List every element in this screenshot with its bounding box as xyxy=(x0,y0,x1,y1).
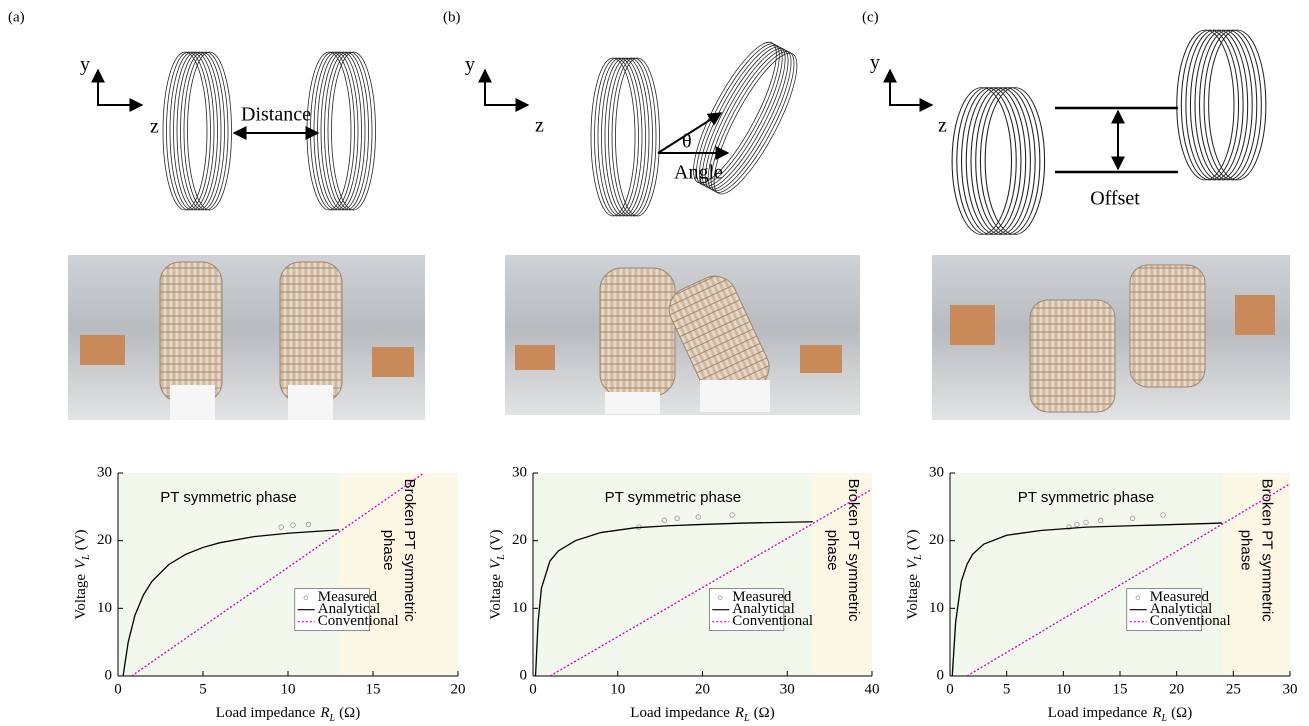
panel-label: (a) xyxy=(8,9,25,25)
y-axis-label-unit: (V) xyxy=(73,529,89,550)
x-tick-label: 15 xyxy=(1113,681,1128,697)
x-axis-label-unit: (Ω) xyxy=(754,705,775,721)
y-tick-label: 30 xyxy=(929,464,944,480)
y-tick-label: 20 xyxy=(97,532,112,548)
axis-name: z xyxy=(535,115,544,137)
x-tick-label: 40 xyxy=(865,681,880,697)
y-tick-label: 0 xyxy=(937,667,945,683)
region-label: Broken PT symmetric xyxy=(845,479,862,623)
x-axis-label-symbol: R xyxy=(734,705,744,721)
y-tick-label: 10 xyxy=(512,600,527,616)
axis-name: z xyxy=(150,116,159,138)
chart: PT symmetric phase Broken PT symmetricpha… xyxy=(488,464,879,724)
x-tick-label: 20 xyxy=(695,681,710,697)
x-tick-label: 0 xyxy=(946,681,954,697)
figure: (a) y z Distance (b) y z θ Angle (c) y z… xyxy=(0,0,1309,726)
axis-name: z xyxy=(938,115,947,137)
y-tick-label: 10 xyxy=(97,600,112,616)
y-axis-label-unit: (V) xyxy=(905,529,921,550)
photo xyxy=(68,255,425,420)
x-tick-label: 10 xyxy=(1056,681,1071,697)
y-axis-label-text: Voltage xyxy=(905,574,921,620)
x-tick-label: 0 xyxy=(114,681,122,697)
coil xyxy=(1177,30,1266,180)
y-tick-label: 30 xyxy=(97,464,112,480)
y-axis-label: VoltageVL(V) xyxy=(905,529,924,619)
legend-label: Conventional xyxy=(318,613,399,629)
x-axis-label-subscript: L xyxy=(743,713,750,724)
region-label: phase xyxy=(380,530,397,571)
x-tick-label: 25 xyxy=(1226,681,1241,697)
annotation: θ xyxy=(682,131,692,153)
x-tick-label: 15 xyxy=(366,681,381,697)
chart: PT symmetric phase Broken PT symmetricpha… xyxy=(73,464,465,724)
y-tick-label: 30 xyxy=(512,464,527,480)
phase-region xyxy=(339,473,458,676)
x-axis-label-symbol: R xyxy=(1151,705,1161,721)
y-tick-label: 20 xyxy=(512,532,527,548)
chart: PT symmetric phase Broken PT symmetricpha… xyxy=(905,464,1297,724)
x-axis-label-text: Load impedance xyxy=(630,705,730,721)
region-label: phase xyxy=(1238,530,1255,571)
x-tick-label: 20 xyxy=(1169,681,1184,697)
x-tick-label: 5 xyxy=(1003,681,1011,697)
axis-name: y xyxy=(465,54,475,76)
x-axis-label-text: Load impedance xyxy=(216,705,316,721)
x-tick-label: 30 xyxy=(1283,681,1298,697)
x-axis-label-unit: (Ω) xyxy=(1171,705,1192,721)
x-axis-label-text: Load impedance xyxy=(1048,705,1148,721)
y-axis-label-subscript: L xyxy=(496,554,507,561)
coil xyxy=(952,88,1044,235)
panel-label: (b) xyxy=(443,9,461,25)
legend-label: Conventional xyxy=(1150,613,1231,629)
x-axis-label-subscript: L xyxy=(329,713,336,724)
x-axis-label: Load impedanceRL(Ω) xyxy=(216,705,360,724)
y-tick-label: 0 xyxy=(105,667,113,683)
region-label: PT symmetric phase xyxy=(1018,489,1154,506)
photo xyxy=(932,255,1290,420)
y-axis-label: VoltageVL(V) xyxy=(488,529,507,619)
x-axis-label-subscript: L xyxy=(1161,713,1168,724)
y-axis-label-subscript: L xyxy=(81,554,92,561)
annotation: Angle xyxy=(674,162,723,184)
phase-region xyxy=(813,473,872,676)
x-tick-label: 10 xyxy=(610,681,625,697)
coil xyxy=(307,52,376,210)
y-axis-label-text: Voltage xyxy=(73,574,89,620)
y-tick-label: 20 xyxy=(929,532,944,548)
x-axis-label-unit: (Ω) xyxy=(339,705,360,721)
annotation: Distance xyxy=(241,104,311,126)
legend-label: Conventional xyxy=(732,613,813,629)
panel-label: (c) xyxy=(862,9,879,25)
region-label: Broken PT symmetric xyxy=(1259,479,1276,623)
annotation: Offset xyxy=(1090,188,1140,210)
region-label: PT symmetric phase xyxy=(605,489,741,506)
x-tick-label: 5 xyxy=(199,681,207,697)
y-tick-label: 10 xyxy=(929,600,944,616)
y-axis-label-subscript: L xyxy=(913,554,924,561)
y-axis-label-unit: (V) xyxy=(488,529,504,550)
region-label: phase xyxy=(824,530,841,571)
coil xyxy=(591,58,660,216)
x-tick-label: 0 xyxy=(529,681,537,697)
region-label: Broken PT symmetric xyxy=(401,479,418,623)
x-tick-label: 10 xyxy=(281,681,296,697)
x-tick-label: 20 xyxy=(451,681,466,697)
coil xyxy=(163,52,232,210)
x-tick-label: 30 xyxy=(780,681,795,697)
y-axis-label: VoltageVL(V) xyxy=(73,529,92,619)
axis-name: y xyxy=(80,54,90,76)
x-axis-label-symbol: R xyxy=(319,705,329,721)
region-label: PT symmetric phase xyxy=(160,489,296,506)
y-tick-label: 0 xyxy=(520,667,528,683)
y-axis-label-text: Voltage xyxy=(488,574,504,620)
photo xyxy=(505,255,860,415)
axis-name: y xyxy=(870,52,880,74)
